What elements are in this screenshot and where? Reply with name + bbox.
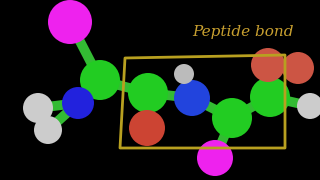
Point — [229, 117, 235, 120]
Text: Peptide bond: Peptide bond — [192, 25, 294, 39]
Point — [295, 67, 300, 69]
Point — [145, 92, 151, 94]
Point — [181, 73, 187, 75]
Point — [68, 21, 73, 23]
Point — [212, 157, 218, 159]
Point — [97, 78, 102, 81]
Point — [268, 96, 273, 98]
Point — [308, 105, 313, 107]
Point — [36, 107, 41, 109]
Point — [76, 102, 81, 104]
Point — [144, 127, 149, 129]
Point — [266, 64, 271, 66]
Point — [189, 96, 195, 99]
Point — [45, 129, 51, 131]
